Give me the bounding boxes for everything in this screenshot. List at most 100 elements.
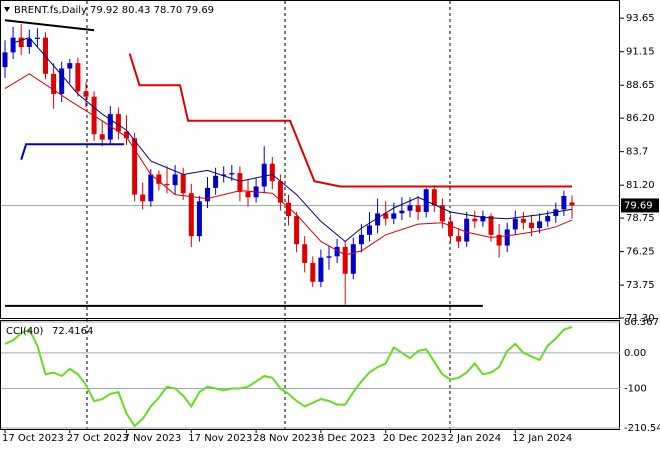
chart-title: BRENT.fs,Daily [14,5,87,16]
candle-body [269,163,275,182]
candle-body [537,221,543,229]
candle-body [286,202,291,217]
candle-body [99,134,105,140]
cci-panel-frame [0,320,620,430]
x-tick-label: 8 Dec 2023 [318,433,376,444]
candle-body [237,173,243,192]
y-tick-label: 88.65 [626,80,655,91]
y-tick-label: 81.20 [626,180,655,191]
candle-body [221,174,227,176]
candle-body [464,218,470,242]
candle-body [367,225,372,235]
candle-body [391,213,397,219]
candle-body [294,216,300,245]
candle-body [26,38,32,48]
indicator-line [4,73,573,256]
candle-body [569,202,575,206]
candle-body [83,91,89,97]
candle-body [213,175,219,188]
plot-layer: 93.65 91.15 88.65 86.20 83.7 81.20 78.75 76.25 7… [1,13,660,444]
last-price-box [621,198,659,213]
candle-body [148,174,154,202]
x-tick-label: 7 Nov 2023 [124,433,182,444]
y-tick-label: 93.65 [626,13,655,24]
x-tick-label: 2 Jan 2024 [448,433,502,444]
cci-value: 72.4164 [52,326,93,337]
candle-body [431,189,437,206]
y-tick-label: 86.3671 [624,317,660,328]
ohlc-values: 79.92 80.43 78.70 79.69 [90,5,214,16]
candle-body [496,234,502,246]
candle-body [107,114,113,140]
y-tick-label: -100 [624,384,647,395]
candle-body [326,256,332,258]
candle-body [277,181,283,203]
candle-body [350,244,356,274]
candle-body [399,210,405,214]
candle-body [59,68,65,94]
candle-body [520,218,526,223]
candle-body [180,174,186,194]
candle-body [229,173,235,175]
cci-line [4,326,573,428]
candle-body [18,37,24,48]
candle-body [342,246,348,274]
x-tick-label: 17 Oct 2023 [2,433,64,444]
candle-body [529,222,534,229]
candle-body [124,131,129,139]
x-tick-label: 17 Nov 2023 [188,433,252,444]
y-tick-label: 91.15 [626,47,655,58]
candle-body [358,234,364,245]
y-tick-label: 78.75 [626,213,655,224]
cci-title: CCI(40) [6,326,44,337]
candle-body [302,244,308,263]
y-tick-label: -210.549 [624,423,660,434]
last-price-label: 79.69 [624,200,653,211]
candle-body [334,246,340,257]
candle-body [2,52,8,68]
candle-body [75,63,81,92]
candle-body [172,174,178,186]
candle-body [504,229,510,246]
candle-body [245,191,251,198]
candle-body [205,187,210,202]
candle-body [553,209,559,217]
candle-body [10,37,16,53]
candle-body [456,236,462,242]
candle-body [140,194,146,202]
candle-body [545,216,551,222]
candle-body [51,73,57,94]
candle-body [261,163,267,187]
candle-body [512,218,518,230]
x-tick-label: 27 Oct 2023 [67,433,129,444]
candle-body [407,205,413,211]
y-tick-label: 83.7 [626,147,648,158]
x-tick-label: 20 Dec 2023 [383,433,447,444]
candle-body [196,201,202,237]
price-panel-frame [0,0,620,319]
indicator-line [12,37,573,243]
y-tick-label: 73.75 [626,280,655,291]
candle-body [156,174,162,184]
candle-body [561,195,567,210]
candle-body [164,183,170,186]
candle-body [310,262,316,282]
indicator-line [4,19,95,32]
candle-body [415,205,421,213]
y-tick-label: 86.20 [626,113,655,124]
y-tick-label: 76.25 [626,247,655,258]
header-arrow [4,7,10,12]
candle-body [472,218,478,222]
candle-body [34,37,40,39]
y-tick-label: 71.30 [626,313,655,324]
candle-body [439,205,445,222]
y-tick-label: 0.00 [624,348,646,359]
x-tick-label: 12 Jan 2024 [512,433,572,444]
x-tick-label: 28 Nov 2023 [253,433,317,444]
candle-body [115,114,121,132]
candle-body [480,216,486,222]
indicator-line [128,53,572,188]
candle-body [132,138,138,195]
